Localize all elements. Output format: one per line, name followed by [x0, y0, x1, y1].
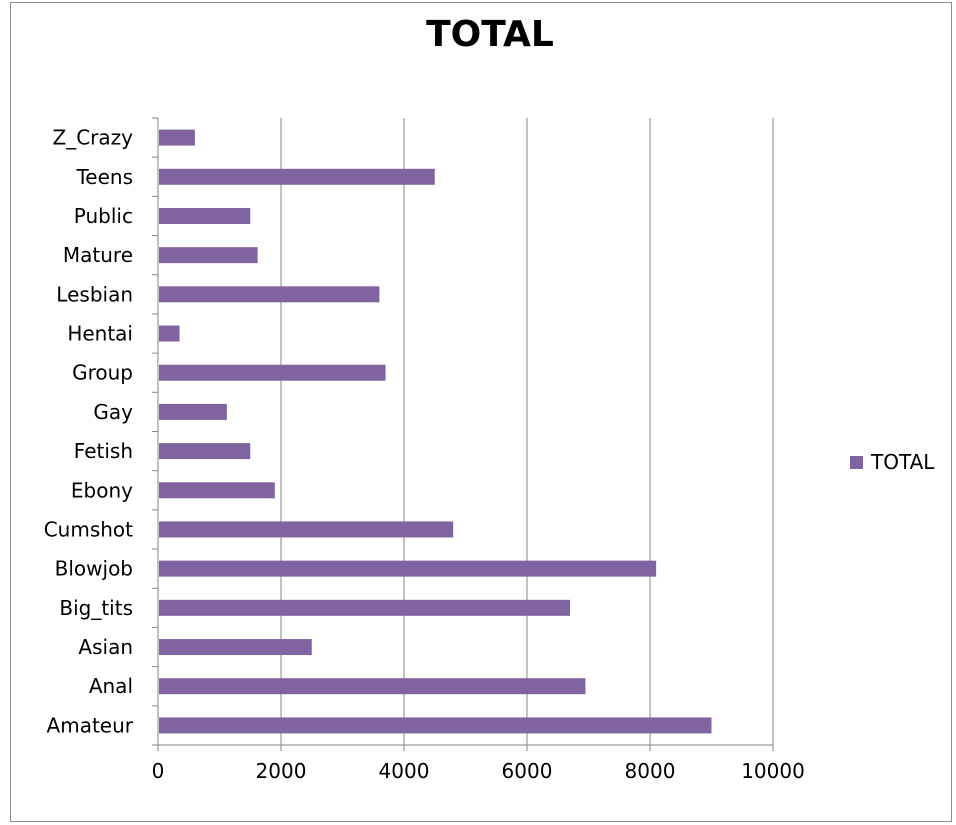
category-label: Gay	[93, 400, 133, 424]
chart-title: TOTAL	[426, 14, 554, 55]
category-label: Z_Crazy	[53, 126, 134, 150]
x-tick-label: 6000	[502, 759, 553, 783]
x-tick-label: 10000	[741, 759, 805, 783]
legend: TOTAL	[850, 450, 934, 474]
category-label: Anal	[89, 674, 133, 698]
bar	[159, 639, 312, 656]
x-tick-label: 0	[152, 759, 165, 783]
x-tick-label: 4000	[379, 759, 430, 783]
category-label: Amateur	[47, 713, 134, 737]
x-tick-label: 2000	[256, 759, 307, 783]
category-label: Teens	[75, 165, 133, 189]
category-label: Big_tits	[59, 596, 133, 620]
bar	[159, 482, 275, 499]
category-label: Cumshot	[44, 517, 133, 541]
bar	[159, 247, 258, 264]
category-label: Blowjob	[55, 557, 133, 581]
category-label: Group	[72, 361, 133, 385]
bar	[159, 325, 180, 342]
bar	[159, 560, 657, 577]
bar	[159, 129, 195, 146]
bar	[159, 286, 380, 303]
category-label: Mature	[63, 243, 133, 267]
bar	[159, 678, 586, 695]
bar	[159, 364, 386, 381]
category-label: Public	[74, 204, 133, 228]
category-label: Fetish	[74, 439, 133, 463]
legend-label: TOTAL	[871, 450, 935, 474]
bar	[159, 207, 251, 224]
bar	[159, 717, 712, 734]
bar	[159, 168, 435, 185]
category-label: Ebony	[71, 478, 133, 502]
category-label: Lesbian	[56, 282, 133, 306]
bar	[159, 443, 251, 460]
bar	[159, 521, 454, 538]
legend-swatch	[850, 455, 863, 469]
bar	[159, 599, 571, 616]
category-label: Hentai	[67, 322, 133, 346]
category-label: Asian	[78, 635, 133, 659]
x-tick-label: 8000	[625, 759, 676, 783]
bar	[159, 403, 227, 420]
